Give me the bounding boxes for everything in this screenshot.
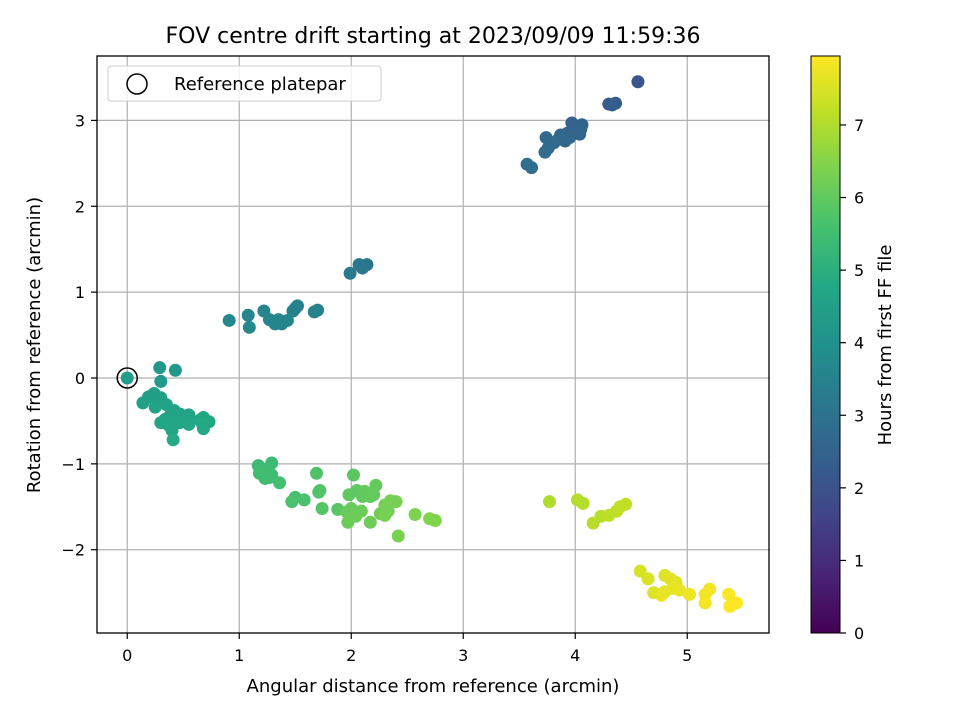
data-point-40 xyxy=(154,374,168,388)
legend: Reference platepar xyxy=(107,65,382,102)
data-point-125 xyxy=(672,583,686,597)
data-point-132 xyxy=(723,599,737,613)
plot-frame xyxy=(96,55,770,634)
data-point-39 xyxy=(168,363,182,377)
data-point-58 xyxy=(182,417,196,431)
data-point-115 xyxy=(619,497,633,511)
y-axis-ticks: −2 −1 0 1 2 3 xyxy=(61,111,97,560)
colorbar xyxy=(810,55,841,634)
data-point-76 xyxy=(297,493,311,507)
data-point-117 xyxy=(641,572,655,586)
data-point-89 xyxy=(369,478,383,492)
colorbar-ticks: 0 1 2 3 4 5 6 7 xyxy=(840,116,864,643)
x-axis-label: Angular distance from reference (arcmin) xyxy=(247,676,620,697)
y-tick-label-5: 3 xyxy=(75,111,85,130)
data-point-124 xyxy=(654,588,668,602)
data-point-90 xyxy=(363,489,377,503)
colorbar-tick-label-7: 7 xyxy=(854,116,864,135)
data-point-18 xyxy=(525,161,539,175)
colorbar-tick-label-3: 3 xyxy=(854,406,864,425)
data-point-46 xyxy=(136,396,150,410)
x-tick-label-5: 5 xyxy=(682,646,692,665)
data-point-96 xyxy=(363,515,377,529)
colorbar-tick-label-2: 2 xyxy=(854,479,864,498)
x-tick-label-0: 0 xyxy=(122,646,132,665)
data-point-103 xyxy=(391,529,405,543)
data-point-104 xyxy=(408,508,422,522)
data-point-129 xyxy=(698,596,712,610)
colorbar-tick-label-5: 5 xyxy=(854,261,864,280)
colorbar-tick-label-0: 0 xyxy=(854,624,864,643)
data-point-16 xyxy=(538,145,552,159)
x-tick-label-4: 4 xyxy=(570,646,580,665)
chart-title: FOV centre drift starting at 2023/09/09 … xyxy=(166,24,701,49)
x-tick-label-3: 3 xyxy=(458,646,468,665)
data-point-65 xyxy=(166,433,180,447)
data-point-95 xyxy=(341,515,355,529)
data-point-126 xyxy=(682,587,696,601)
y-tick-label-4: 2 xyxy=(75,197,85,216)
data-point-59 xyxy=(165,423,179,437)
grid-lines xyxy=(97,56,769,633)
y-tick-label-3: 1 xyxy=(75,283,85,302)
x-axis-ticks: 0 1 2 3 4 5 xyxy=(122,633,692,665)
reference-marker xyxy=(116,367,138,389)
data-point-41 xyxy=(120,371,134,385)
data-point-102 xyxy=(378,508,392,522)
data-point-19 xyxy=(574,122,588,136)
data-points xyxy=(120,75,744,613)
data-point-28 xyxy=(307,305,321,319)
data-point-48 xyxy=(148,400,162,414)
legend-label: Reference platepar xyxy=(174,74,346,95)
legend-box xyxy=(107,65,382,102)
data-point-26 xyxy=(286,304,300,318)
data-point-13 xyxy=(558,134,572,148)
data-point-85 xyxy=(342,488,356,502)
colorbar-tick-label-4: 4 xyxy=(854,334,864,353)
data-point-0 xyxy=(631,75,645,89)
data-point-36 xyxy=(222,313,236,327)
colorbar-tick-label-1: 1 xyxy=(854,551,864,570)
y-tick-label-0: −2 xyxy=(61,541,85,560)
y-axis-label: Rotation from reference (arcmin) xyxy=(24,197,45,493)
data-point-81 xyxy=(315,501,329,515)
data-point-52 xyxy=(182,408,196,422)
data-point-73 xyxy=(262,471,276,485)
data-point-101 xyxy=(389,495,403,509)
colorbar-label: Hours from first FF file xyxy=(875,245,896,446)
data-point-83 xyxy=(346,468,360,482)
data-point-128 xyxy=(703,582,717,596)
reference-platepar-marker xyxy=(116,367,138,389)
data-point-80 xyxy=(312,485,326,499)
y-tick-label-1: −1 xyxy=(61,455,85,474)
data-point-106 xyxy=(428,514,442,528)
data-point-107 xyxy=(542,495,556,509)
legend-open-circle-icon xyxy=(126,73,148,95)
y-tick-label-2: 0 xyxy=(75,369,85,388)
data-point-64 xyxy=(196,422,210,436)
colorbar-tick-label-6: 6 xyxy=(854,189,864,208)
data-point-78 xyxy=(310,466,324,480)
data-point-35 xyxy=(241,308,255,322)
data-point-74 xyxy=(273,476,287,490)
data-point-3 xyxy=(605,98,619,112)
data-point-77 xyxy=(285,495,299,509)
data-point-23 xyxy=(343,266,357,280)
data-point-38 xyxy=(153,361,167,375)
data-point-34 xyxy=(275,317,289,331)
data-point-37 xyxy=(242,320,256,334)
x-tick-label-1: 1 xyxy=(234,646,244,665)
x-tick-label-2: 2 xyxy=(346,646,356,665)
data-point-130 xyxy=(722,587,736,601)
data-point-109 xyxy=(576,496,590,510)
data-point-22 xyxy=(355,261,369,275)
